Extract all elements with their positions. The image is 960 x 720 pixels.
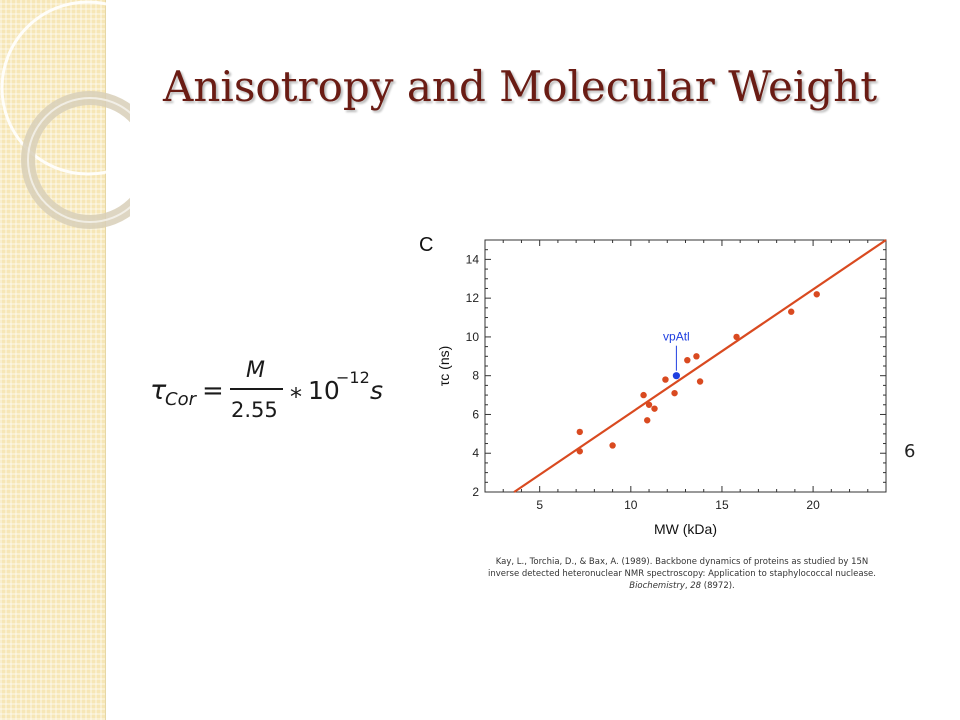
correlation-time-formula: τ Cor = M 2.55 * 10 −12 s xyxy=(150,358,383,422)
citation-volume: 28 xyxy=(690,581,702,591)
x-tick-label: 10 xyxy=(624,498,638,512)
y-tick-label: 4 xyxy=(472,446,479,460)
x-tick-label: 20 xyxy=(806,498,820,512)
data-point xyxy=(696,378,704,385)
x-tick-label: 5 xyxy=(536,498,543,512)
y-tick-label: 10 xyxy=(466,330,480,344)
formula-unit: s xyxy=(370,376,383,405)
y-tick-label: 2 xyxy=(472,485,479,499)
decorative-sidebar xyxy=(0,0,106,720)
y-tick-label: 8 xyxy=(472,369,479,383)
data-point xyxy=(576,448,583,455)
x-axis-label: MW (kDa) xyxy=(654,521,717,537)
data-point xyxy=(788,308,795,315)
data-point xyxy=(644,417,651,424)
fit-line xyxy=(513,239,887,493)
data-point xyxy=(693,353,700,360)
plot-frame xyxy=(484,239,887,493)
data-point xyxy=(651,405,658,412)
highlight-point xyxy=(672,372,680,380)
data-point xyxy=(662,376,669,383)
data-point xyxy=(733,333,740,341)
formula-denominator: 2.55 xyxy=(231,398,278,422)
decorative-circles xyxy=(0,0,130,229)
panel-label: C xyxy=(419,234,433,256)
citation-line-3: Biochemistry, 28 (8972). xyxy=(629,581,735,591)
data-point xyxy=(813,291,820,298)
y-tick-label: 12 xyxy=(466,291,480,305)
highlight-label: vpAtl xyxy=(663,330,690,344)
citation: Kay, L., Torchia, D., & Bax, A. (1989). … xyxy=(466,556,898,592)
formula-operator: * xyxy=(290,383,302,411)
data-point xyxy=(671,389,678,397)
formula-subscript: Cor xyxy=(165,389,198,410)
data-point xyxy=(640,391,647,399)
formula-tau: τ xyxy=(150,375,167,406)
formula-equals: = xyxy=(202,376,224,406)
formula-exponent: −12 xyxy=(336,368,370,387)
citation-line-2: inverse detected heteronuclear NMR spect… xyxy=(488,569,876,579)
formula-numerator: M xyxy=(246,358,265,383)
slide-title: Anisotropy and Molecular Weight xyxy=(163,62,878,111)
y-axis-label: τc (ns) xyxy=(436,346,452,387)
formula-base: 10 xyxy=(308,376,340,405)
slide-number: 6 xyxy=(904,441,916,462)
citation-pages: (8972). xyxy=(703,581,735,591)
y-tick-label: 6 xyxy=(472,407,479,421)
scatter-chart: C 5 10 15 20 2 4 6 8 10 12 14 vpAtl MW (kDa) τc (n… xyxy=(419,234,887,537)
x-tick-label: 15 xyxy=(715,498,729,512)
data-point xyxy=(576,428,583,436)
data-point xyxy=(609,442,616,449)
data-point xyxy=(645,401,653,408)
citation-line-1: Kay, L., Torchia, D., & Bax, A. (1989). … xyxy=(495,557,869,567)
data-point xyxy=(684,356,691,364)
y-tick-label: 14 xyxy=(466,252,480,266)
citation-journal: Biochemistry xyxy=(629,581,685,591)
